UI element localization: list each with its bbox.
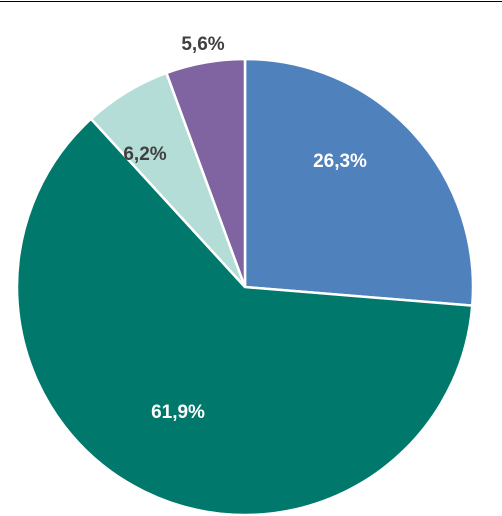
pie-slice [164,57,247,288]
pie-slice [243,57,475,307]
slice-label: 61,9% [151,402,205,423]
pie-slice [15,117,474,516]
slice-label: 26,3% [313,151,367,172]
slice-label: 6,2% [123,144,166,165]
slice-label: 5,6% [181,34,224,55]
